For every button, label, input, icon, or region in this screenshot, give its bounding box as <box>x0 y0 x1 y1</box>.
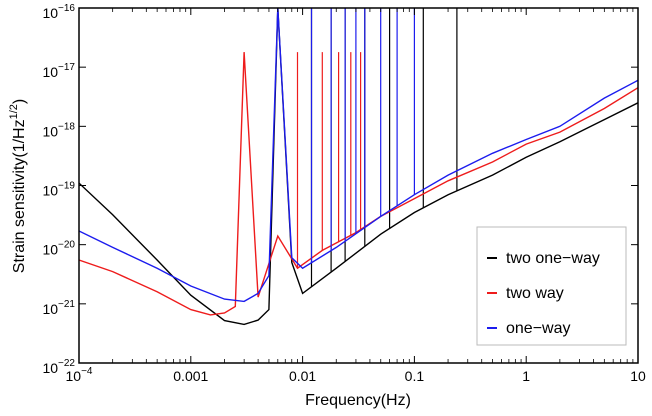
series-line-2 <box>79 8 638 303</box>
y-tick-label-1: 10−21 <box>42 299 75 317</box>
y-tick-label-6: 10−16 <box>42 3 75 21</box>
x-tick-label-4: 1 <box>522 368 530 384</box>
series-1 <box>79 52 638 316</box>
x-axis: 10−4 0.001 0.01 0.1 1 10 <box>66 8 646 384</box>
legend-box <box>476 226 627 346</box>
y-tick-label-0: 10−22 <box>42 358 75 376</box>
series-line-0 <box>79 8 638 326</box>
y-axis-label: Strain sensitivity(1/Hz1/2) <box>8 99 28 273</box>
legend-items: two one−way two way one−way <box>487 250 600 337</box>
x-tick-label-2: 0.01 <box>289 368 316 384</box>
y-tick-label-2: 10−20 <box>42 240 75 258</box>
x-tick-label-0: 10−4 <box>66 366 93 384</box>
legend-label-0: two one−way <box>506 250 600 267</box>
legend-label-2: one−way <box>506 320 571 337</box>
legend-label-1: two way <box>506 285 564 302</box>
series-2 <box>79 8 638 303</box>
y-axis-label-main: Strain sensitivity(1/Hz <box>11 119 28 273</box>
legend: two one−way two way one−way <box>476 226 627 346</box>
y-tick-label-3: 10−19 <box>42 181 75 199</box>
series-layer <box>79 8 638 326</box>
x-tick-label-3: 0.1 <box>405 368 425 384</box>
y-axis: 10−22 10−21 10−20 10−19 10−18 10−17 10−16 <box>42 3 638 376</box>
y-tick-label-4: 10−18 <box>42 121 75 139</box>
y-tick-label-5: 10−17 <box>42 62 75 80</box>
y-axis-label-exp: 1/2 <box>8 104 20 119</box>
x-tick-label-1: 0.001 <box>173 368 208 384</box>
x-axis-label: Frequency(Hz) <box>305 392 411 409</box>
x-tick-label-5: 10 <box>630 368 646 384</box>
y-axis-label-end: ) <box>11 99 28 104</box>
